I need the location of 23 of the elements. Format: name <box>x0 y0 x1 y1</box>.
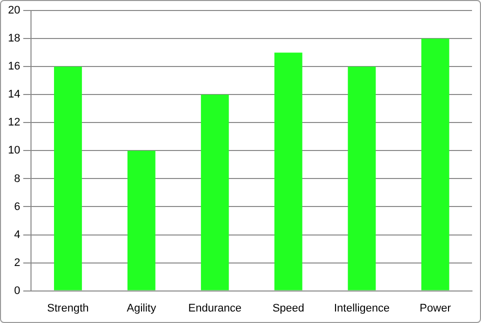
y-tick-label: 20 <box>8 4 20 17</box>
y-tick-label: 8 <box>14 172 20 185</box>
x-tick-label: Intelligence <box>334 302 390 314</box>
bar <box>200 94 229 290</box>
y-tick-label: 18 <box>8 32 20 45</box>
x-tick-label: Speed <box>272 302 304 314</box>
y-tick-label: 12 <box>8 116 20 129</box>
y-tick-label: 0 <box>14 284 20 297</box>
y-tick-label: 4 <box>14 228 20 241</box>
x-tick-label: Endurance <box>188 302 242 314</box>
bar <box>127 150 156 290</box>
bar <box>348 66 376 290</box>
x-tick-label: Power <box>420 302 452 314</box>
x-tick-label: Agility <box>126 302 157 314</box>
bar <box>421 38 450 290</box>
y-tick-label: 6 <box>14 200 20 213</box>
x-tick-label: Strength <box>47 302 89 314</box>
y-tick-label: 14 <box>8 88 20 101</box>
bar <box>274 52 302 290</box>
bar <box>54 66 82 290</box>
y-tick-label: 10 <box>8 144 20 157</box>
y-tick-label: 16 <box>8 60 20 73</box>
y-tick-label: 2 <box>14 256 20 269</box>
